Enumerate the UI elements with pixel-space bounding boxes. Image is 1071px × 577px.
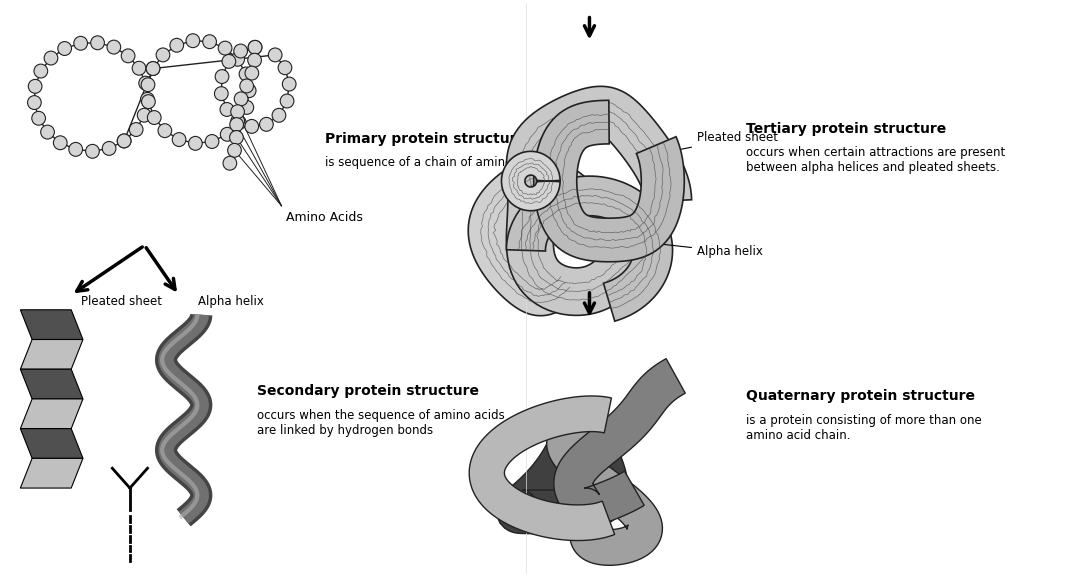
Circle shape [107, 40, 121, 54]
Polygon shape [533, 100, 684, 262]
Circle shape [220, 103, 233, 117]
Circle shape [44, 51, 58, 65]
Polygon shape [20, 310, 82, 339]
Circle shape [206, 134, 218, 148]
Circle shape [233, 44, 247, 58]
Circle shape [117, 134, 131, 148]
Circle shape [140, 92, 154, 106]
Circle shape [231, 53, 244, 66]
Polygon shape [501, 151, 560, 211]
Circle shape [269, 48, 282, 62]
Circle shape [28, 96, 41, 110]
Circle shape [41, 125, 55, 139]
Circle shape [247, 53, 261, 67]
Circle shape [202, 35, 216, 48]
Circle shape [186, 34, 199, 48]
Circle shape [248, 40, 262, 54]
Polygon shape [507, 87, 692, 316]
Circle shape [58, 42, 72, 55]
Polygon shape [507, 176, 673, 321]
Circle shape [141, 78, 155, 92]
Polygon shape [20, 399, 82, 429]
Circle shape [232, 115, 246, 129]
Circle shape [34, 64, 48, 78]
Polygon shape [554, 359, 685, 527]
Circle shape [218, 41, 232, 55]
Circle shape [54, 136, 67, 149]
Circle shape [102, 141, 116, 155]
Circle shape [230, 105, 244, 119]
Circle shape [146, 62, 160, 76]
Circle shape [229, 130, 243, 144]
Circle shape [240, 100, 254, 114]
Text: is sequence of a chain of amino acids: is sequence of a chain of amino acids [326, 156, 547, 169]
Polygon shape [20, 339, 82, 369]
Circle shape [231, 114, 244, 128]
Text: Alpha helix: Alpha helix [633, 239, 763, 258]
Circle shape [139, 76, 152, 90]
Circle shape [172, 133, 186, 147]
Polygon shape [468, 158, 613, 316]
Polygon shape [469, 396, 615, 541]
Circle shape [141, 95, 155, 108]
Circle shape [156, 48, 170, 62]
Circle shape [117, 134, 131, 148]
Polygon shape [20, 369, 82, 399]
Circle shape [283, 77, 296, 91]
Text: Pleated sheet: Pleated sheet [81, 295, 162, 308]
Circle shape [91, 36, 104, 50]
Circle shape [32, 111, 45, 125]
Text: Alpha helix: Alpha helix [198, 295, 265, 308]
Circle shape [28, 80, 42, 93]
Circle shape [170, 38, 183, 52]
Circle shape [228, 144, 241, 158]
Circle shape [215, 70, 229, 84]
Circle shape [214, 87, 228, 100]
Circle shape [239, 67, 253, 81]
Polygon shape [20, 429, 82, 458]
Circle shape [222, 54, 236, 68]
Circle shape [230, 118, 243, 132]
Circle shape [86, 144, 100, 158]
Text: Amino Acids: Amino Acids [286, 211, 363, 224]
Text: Quaternary protein structure: Quaternary protein structure [745, 389, 975, 403]
Circle shape [242, 84, 256, 98]
Circle shape [146, 62, 160, 76]
Circle shape [259, 117, 273, 131]
Circle shape [137, 108, 151, 122]
Polygon shape [20, 458, 82, 488]
Circle shape [188, 136, 202, 150]
Text: is a protein consisting of more than one
amino acid chain.: is a protein consisting of more than one… [745, 414, 982, 442]
Text: occurs when the sequence of amino acids
are linked by hydrogen bonds: occurs when the sequence of amino acids … [257, 409, 504, 437]
Polygon shape [546, 411, 663, 565]
Circle shape [272, 108, 286, 122]
Polygon shape [496, 419, 628, 534]
Circle shape [245, 66, 259, 80]
Circle shape [278, 61, 291, 74]
Circle shape [69, 143, 82, 156]
Text: Tertiary protein structure: Tertiary protein structure [745, 122, 946, 136]
Circle shape [235, 92, 248, 106]
Text: Pleated sheet: Pleated sheet [650, 132, 778, 157]
Circle shape [132, 61, 146, 75]
Text: Primary protein structure: Primary protein structure [326, 132, 527, 145]
Circle shape [223, 156, 237, 170]
Circle shape [159, 123, 171, 137]
Circle shape [121, 49, 135, 63]
Circle shape [130, 122, 144, 137]
Circle shape [240, 79, 254, 93]
Circle shape [281, 94, 293, 108]
Circle shape [221, 128, 235, 141]
Text: occurs when certain attractions are present
between alpha helices and pleated sh: occurs when certain attractions are pres… [745, 147, 1006, 174]
Circle shape [148, 111, 161, 125]
Text: Secondary protein structure: Secondary protein structure [257, 384, 479, 398]
Circle shape [245, 119, 258, 133]
Circle shape [248, 40, 262, 54]
Circle shape [74, 36, 88, 50]
